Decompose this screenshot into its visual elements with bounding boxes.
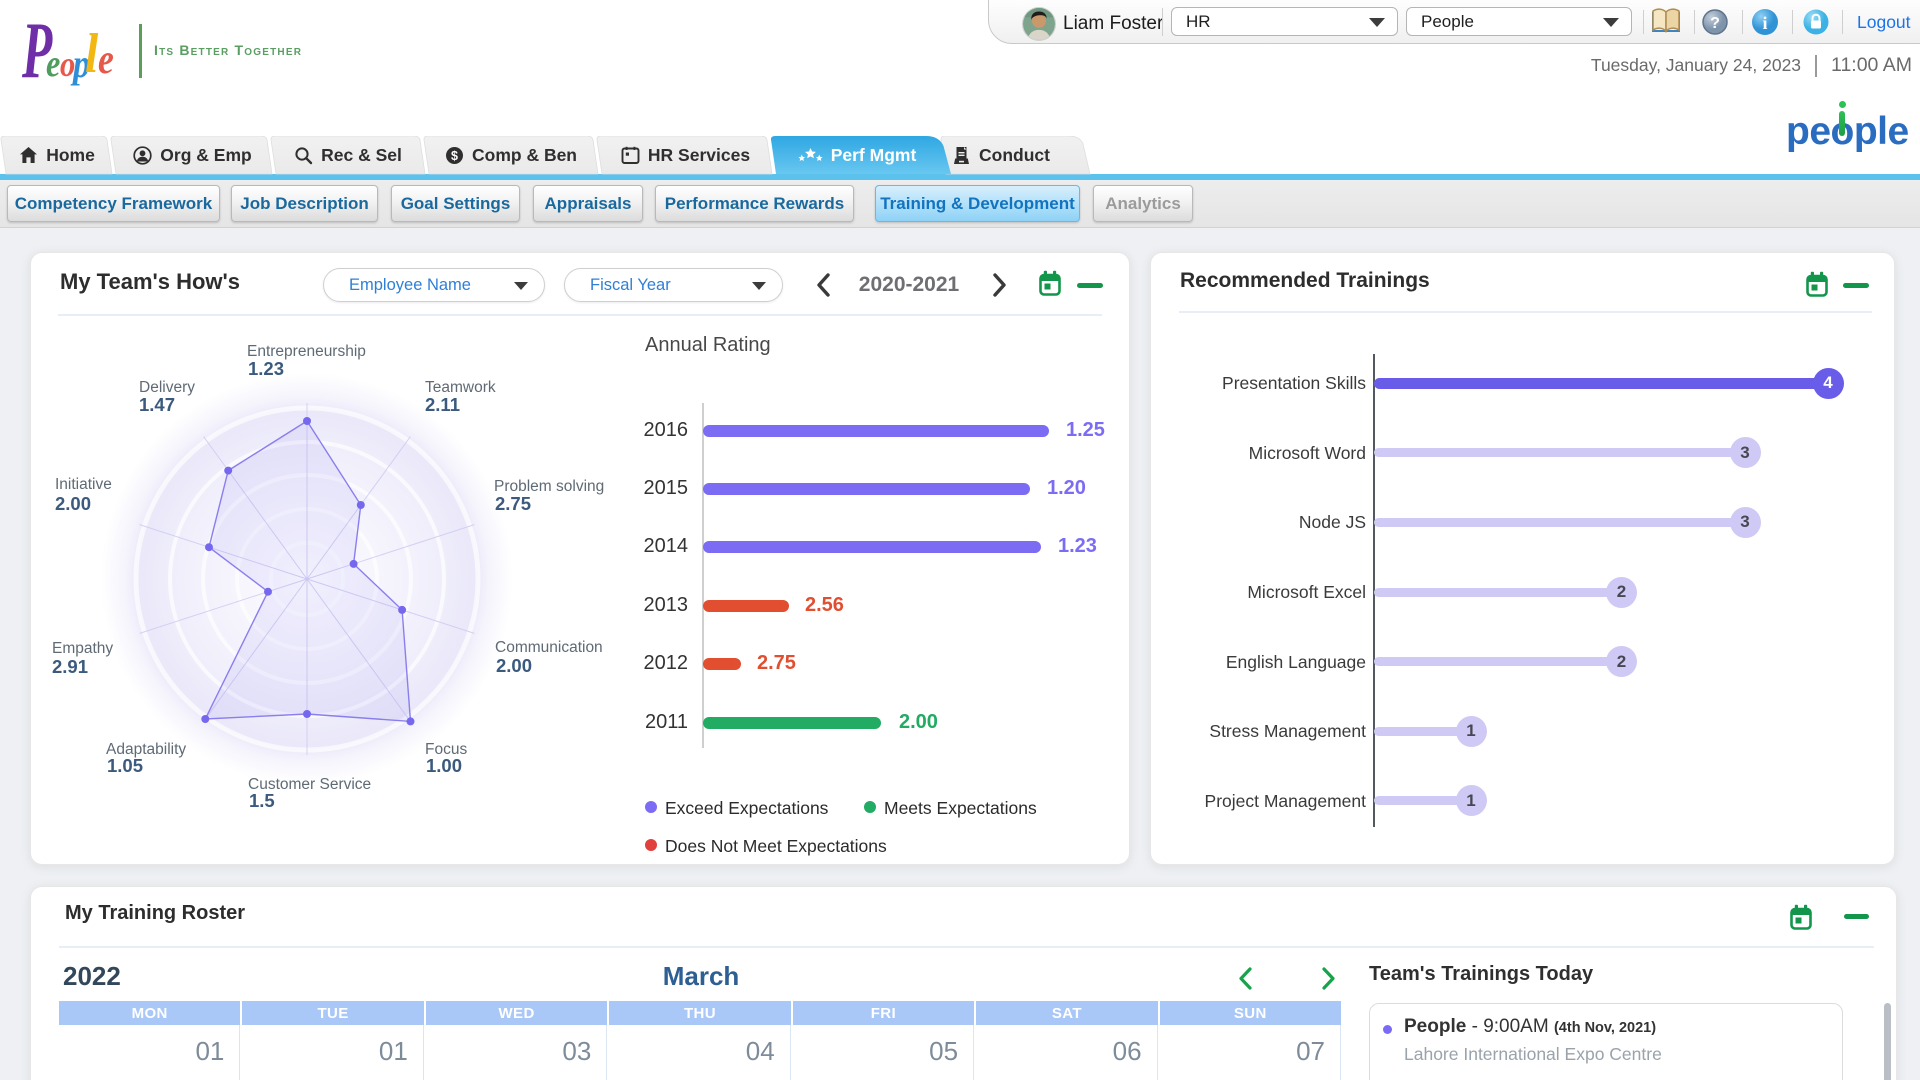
svg-text:2.00: 2.00 [496, 655, 532, 676]
svg-text:1.23: 1.23 [248, 358, 284, 379]
svg-text:Initiative: Initiative [55, 476, 112, 493]
svg-text:Communication: Communication [495, 639, 603, 656]
svg-text:i: i [1762, 13, 1767, 33]
svg-text:Empathy: Empathy [52, 640, 113, 657]
svg-text:1.47: 1.47 [139, 394, 175, 415]
svg-text:2.75: 2.75 [495, 493, 531, 514]
svg-text:1.00: 1.00 [426, 755, 462, 776]
svg-text:Delivery: Delivery [139, 379, 195, 396]
svg-text:2.11: 2.11 [425, 394, 460, 415]
svg-text:1.5: 1.5 [249, 790, 275, 811]
svg-text:Entrepreneurship: Entrepreneurship [247, 343, 366, 360]
svg-text:Customer Service: Customer Service [248, 776, 371, 793]
svg-text:?: ? [1710, 15, 1720, 32]
svg-text:Problem solving: Problem solving [494, 478, 604, 495]
svg-text:Adaptability: Adaptability [106, 741, 186, 758]
svg-text:Teamwork: Teamwork [425, 379, 496, 396]
svg-text:1.05: 1.05 [107, 755, 143, 776]
svg-text:2.91: 2.91 [52, 656, 88, 677]
svg-text:$: $ [451, 149, 458, 163]
svg-text:2.00: 2.00 [55, 493, 91, 514]
svg-text:Focus: Focus [425, 741, 467, 758]
